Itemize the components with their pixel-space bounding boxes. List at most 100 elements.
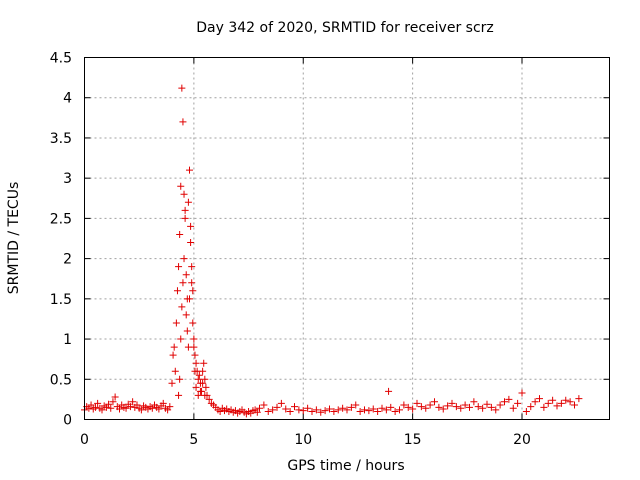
data-point	[304, 404, 312, 412]
data-point	[181, 206, 189, 214]
data-point	[173, 287, 181, 295]
data-point	[496, 401, 504, 409]
data-point	[111, 393, 119, 401]
data-point	[361, 406, 368, 414]
data-point	[201, 391, 209, 399]
chart-title: Day 342 of 2020, SRMTID for receiver scr…	[196, 20, 494, 36]
data-point	[200, 359, 208, 367]
data-point	[527, 403, 535, 411]
data-point	[426, 401, 434, 409]
data-point	[369, 405, 377, 413]
data-point	[178, 84, 186, 92]
data-point	[277, 399, 285, 407]
data-point	[179, 118, 187, 126]
y-axis-label: SRMTID / TECUs	[6, 182, 22, 295]
data-point	[191, 351, 199, 359]
y-tick-label: 2.5	[50, 211, 72, 227]
data-point	[536, 395, 543, 403]
data-point	[175, 391, 183, 399]
data-point	[492, 406, 500, 414]
data-point	[129, 398, 137, 406]
data-point	[181, 214, 189, 222]
data-point	[321, 407, 329, 415]
data-point	[431, 398, 438, 406]
data-point	[575, 395, 583, 403]
data-point	[256, 404, 263, 412]
data-point	[347, 403, 355, 411]
data-point	[413, 399, 421, 407]
data-point	[172, 319, 180, 327]
data-point	[487, 403, 495, 411]
y-tick-label: 3	[63, 171, 72, 187]
x-tick-label: 15	[404, 432, 422, 448]
y-tick-label: 1.5	[50, 292, 72, 308]
data-point	[137, 406, 145, 414]
data-point	[365, 407, 373, 415]
data-point	[400, 401, 408, 409]
data-point	[194, 391, 202, 399]
data-point	[549, 396, 557, 404]
data-point	[194, 375, 202, 383]
data-point	[483, 400, 491, 408]
data-point	[170, 343, 178, 351]
data-point	[312, 406, 320, 414]
data-point	[180, 255, 188, 263]
data-point	[189, 287, 197, 295]
data-point	[182, 311, 190, 319]
data-point	[179, 279, 187, 287]
data-point	[356, 407, 364, 415]
data-point	[382, 406, 390, 414]
data-point	[94, 399, 102, 407]
data-point	[202, 383, 210, 391]
data-point	[282, 405, 290, 413]
data-point	[295, 406, 303, 414]
data-point	[544, 399, 552, 407]
data-point	[479, 404, 487, 412]
data-point	[126, 403, 134, 411]
data-point	[122, 404, 130, 412]
data-point	[109, 398, 117, 406]
data-point	[190, 335, 198, 343]
y-tick-label: 4	[63, 91, 72, 107]
data-point	[378, 404, 386, 412]
data-point	[192, 359, 200, 367]
data-point	[435, 403, 443, 411]
data-point	[168, 379, 176, 387]
y-tick-label: 2	[63, 252, 72, 268]
data-point	[171, 367, 179, 375]
data-point	[175, 263, 183, 271]
data-point	[199, 367, 207, 375]
data-point	[448, 399, 456, 407]
data-point	[557, 399, 565, 407]
data-point	[201, 375, 209, 383]
data-point	[474, 403, 482, 411]
data-point	[188, 279, 196, 287]
data-point	[531, 398, 539, 406]
data-point	[177, 182, 185, 190]
data-point	[199, 379, 207, 387]
data-point	[553, 402, 561, 410]
data-marks	[81, 84, 583, 418]
data-point	[186, 166, 193, 174]
data-point	[409, 405, 417, 413]
data-point	[264, 407, 272, 415]
data-point	[391, 407, 399, 415]
plot-frame	[84, 57, 610, 420]
data-point	[501, 398, 508, 406]
data-point	[190, 343, 198, 351]
grid	[84, 57, 610, 420]
y-tick-label: 4.5	[50, 51, 72, 67]
data-point	[176, 230, 184, 238]
data-point	[195, 371, 203, 379]
data-point	[286, 407, 294, 415]
x-tick-label: 20	[513, 432, 531, 448]
axis-ticks: 0 5 10 15 20 0 0.5 1 1.5 2 2.5 3 3.5 4 4.5	[50, 51, 610, 448]
data-point	[107, 404, 115, 412]
data-point	[422, 404, 430, 412]
data-point	[269, 406, 277, 414]
data-point	[439, 405, 447, 413]
y-tick-label: 1	[63, 332, 72, 348]
data-point	[352, 401, 360, 409]
data-point	[291, 403, 298, 411]
data-point	[308, 407, 316, 415]
